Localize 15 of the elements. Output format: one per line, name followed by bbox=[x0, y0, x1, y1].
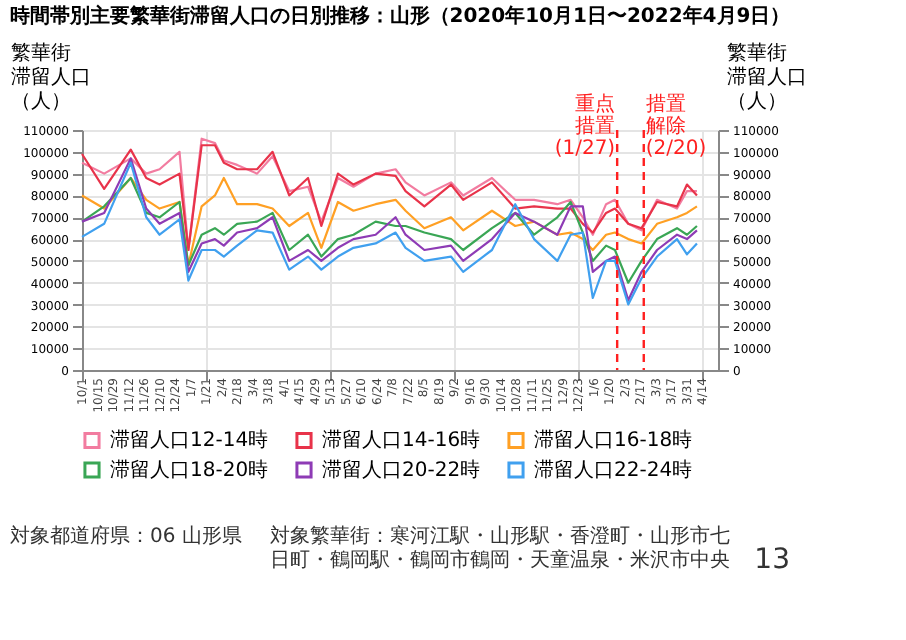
legend-label: 滞留人口18-20時 bbox=[110, 458, 269, 482]
legend-label: 滞留人口22-24時 bbox=[534, 458, 693, 482]
ref-line-label: 重点措置(1/27) bbox=[554, 92, 616, 160]
ref-line-label: 措置解除(2/20) bbox=[645, 92, 707, 160]
y-axis-title: 繁華街滞留人口（人） bbox=[11, 41, 91, 113]
text: 対象都道府県：06 山形県 bbox=[10, 524, 242, 548]
legend-label: 滞留人口16-18時 bbox=[534, 428, 693, 453]
y2-axis-title: 繁華街滞留人口（人） bbox=[727, 41, 807, 113]
chart-title: 時間帯別主要繁華街滞留人口の日別推移：山形（2020年10月1日〜2022年4月9日） bbox=[9, 4, 791, 28]
legend-label: 滞留人口14-16時 bbox=[322, 428, 481, 453]
text: 対象繁華街：寒河江駅・山形駅・香澄町・山形市七日町・鶴岡駅・鶴岡市鶴岡・天童温泉・米沢市中央 bbox=[270, 524, 730, 572]
legend-label: 滞留人口12-14時 bbox=[110, 428, 269, 453]
legend-label: 滞留人口20-22時 bbox=[322, 458, 481, 482]
text: 13 bbox=[754, 544, 790, 576]
line-series bbox=[80, 176, 699, 284]
